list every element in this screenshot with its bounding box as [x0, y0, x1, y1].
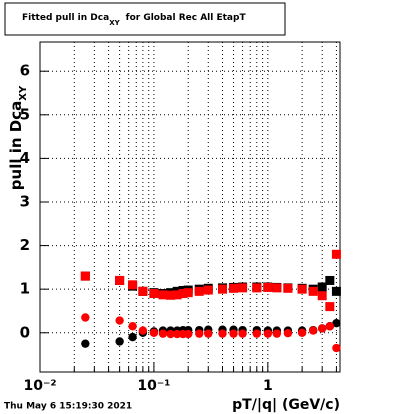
- circle-marker: [283, 329, 293, 338]
- circle-marker: [81, 313, 90, 322]
- circle-marker: [229, 329, 238, 338]
- chart-title: Fitted pull in DcaXY for Global Rec All E…: [22, 13, 246, 28]
- title-end: for Global Rec All EtapT: [126, 13, 247, 23]
- circle-marker: [166, 329, 175, 339]
- square-marker: [252, 283, 262, 293]
- y-tick-label: 6: [20, 62, 30, 80]
- circle-marker: [332, 318, 341, 328]
- square-marker: [317, 282, 327, 292]
- circle-marker: [128, 332, 137, 342]
- x-tick-label: 10⁻²: [23, 378, 56, 394]
- title-box: [4, 2, 286, 36]
- title-main: Fitted pull in Dca: [22, 13, 109, 23]
- circle-marker: [317, 324, 327, 333]
- circle-marker: [115, 337, 124, 346]
- circle-marker: [138, 326, 148, 335]
- y-tick-label: 0: [20, 323, 30, 341]
- circle-marker: [297, 328, 307, 337]
- x-axis-label: pT/|q| (GeV/c): [232, 397, 340, 413]
- square-marker: [149, 289, 159, 299]
- square-marker: [325, 275, 335, 285]
- square-marker: [229, 283, 239, 293]
- y-label-sub: XY: [18, 85, 29, 101]
- y-label-main: pull in Dca: [7, 101, 25, 190]
- x-tick-label: 10⁻¹: [137, 378, 170, 394]
- square-marker: [263, 282, 273, 292]
- square-marker: [238, 283, 248, 293]
- square-marker: [158, 290, 168, 300]
- square-marker: [297, 284, 307, 294]
- circle-marker: [184, 329, 193, 339]
- circle-marker: [263, 329, 273, 338]
- y-tick-label: 3: [20, 192, 30, 210]
- y-tick-label: 2: [20, 236, 30, 254]
- circle-marker: [195, 329, 204, 338]
- square-marker: [331, 286, 341, 296]
- title-sub: XY: [109, 19, 120, 27]
- square-marker: [283, 283, 293, 293]
- square-marker: [331, 249, 341, 259]
- square-marker: [272, 283, 282, 293]
- square-marker: [115, 275, 125, 285]
- square-marker: [166, 290, 176, 300]
- circle-marker: [149, 328, 159, 337]
- circle-marker: [81, 339, 90, 348]
- circle-marker: [238, 329, 247, 338]
- circle-marker: [308, 326, 318, 335]
- circle-marker: [332, 343, 341, 353]
- y-tick-label: 5: [20, 105, 30, 123]
- square-marker: [203, 285, 213, 295]
- circle-marker: [115, 316, 124, 325]
- footer-date: Thu May 6 15:19:30 2021: [4, 402, 132, 412]
- x-tick-label: 1: [263, 378, 273, 394]
- y-tick-label: 1: [20, 280, 30, 298]
- circle-marker: [325, 322, 335, 331]
- square-marker: [317, 291, 327, 301]
- square-marker: [194, 286, 204, 296]
- square-marker: [325, 302, 335, 312]
- square-marker: [218, 284, 228, 294]
- square-marker: [178, 289, 188, 299]
- circle-marker: [204, 329, 213, 338]
- circle-marker: [172, 329, 182, 339]
- square-marker: [128, 280, 138, 290]
- circle-marker: [158, 329, 168, 338]
- square-marker: [138, 286, 148, 296]
- square-marker: [183, 288, 193, 298]
- square-marker: [80, 271, 90, 281]
- square-marker: [308, 286, 318, 296]
- circle-marker: [252, 329, 261, 338]
- plot-frame: [39, 41, 341, 373]
- y-axis-label: pull in DcaXY: [7, 85, 30, 190]
- y-tick-label: 4: [20, 149, 30, 167]
- circle-marker: [218, 329, 227, 338]
- square-marker: [172, 290, 182, 300]
- circle-marker: [272, 329, 282, 338]
- circle-marker: [128, 322, 137, 331]
